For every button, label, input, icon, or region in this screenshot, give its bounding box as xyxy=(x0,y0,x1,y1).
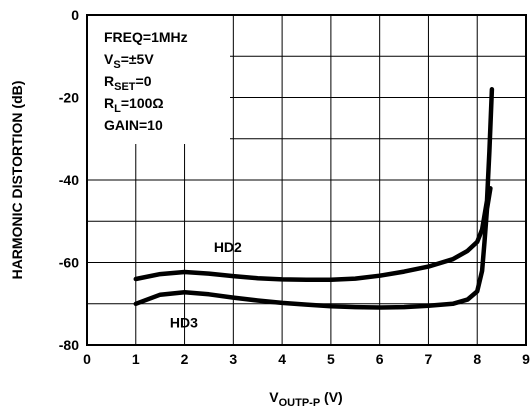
condition-gain: GAIN=10 xyxy=(104,117,163,133)
y-tick-label: 0 xyxy=(71,7,79,23)
condition-rset: RSET=0 xyxy=(104,73,152,93)
condition-freq: FREQ=1MHz xyxy=(104,29,188,45)
conditions-box xyxy=(88,16,230,144)
x-tick-label: 0 xyxy=(83,351,91,367)
y-axis-label: HARMONIC DISTORTION (dB) xyxy=(9,81,25,280)
series-line-hd3 xyxy=(133,186,493,310)
x-axis-label: VOUTP-P (V) xyxy=(269,389,342,409)
y-tick-label: -20 xyxy=(59,90,79,106)
x-tick-label: 4 xyxy=(278,351,286,367)
x-tick-label: 5 xyxy=(327,351,335,367)
x-tick-label: 7 xyxy=(425,351,433,367)
plot-frame xyxy=(86,14,527,346)
y-tick-label: -80 xyxy=(59,337,79,353)
y-tick-label: -60 xyxy=(59,255,79,271)
x-tick-label: 8 xyxy=(473,351,481,367)
series-label-hd3: HD3 xyxy=(170,315,198,331)
x-tick-label: 9 xyxy=(522,351,530,367)
gridlines xyxy=(87,15,526,345)
condition-vs: VS=±5V xyxy=(104,51,154,71)
series-label-hd2: HD2 xyxy=(214,239,242,255)
series-line-hd2 xyxy=(133,87,495,283)
condition-rl: RL=100Ω xyxy=(104,95,164,115)
y-tick-label: -40 xyxy=(59,172,79,188)
tick-labels: 0 1 2 3 4 5 6 7 8 9 0 -20 -40 -60 -80 xyxy=(59,7,530,367)
x-tick-label: 1 xyxy=(132,351,140,367)
x-tick-label: 6 xyxy=(376,351,384,367)
x-tick-label: 2 xyxy=(181,351,189,367)
series-group: HD2 HD3 xyxy=(133,87,495,331)
x-tick-label: 3 xyxy=(229,351,237,367)
